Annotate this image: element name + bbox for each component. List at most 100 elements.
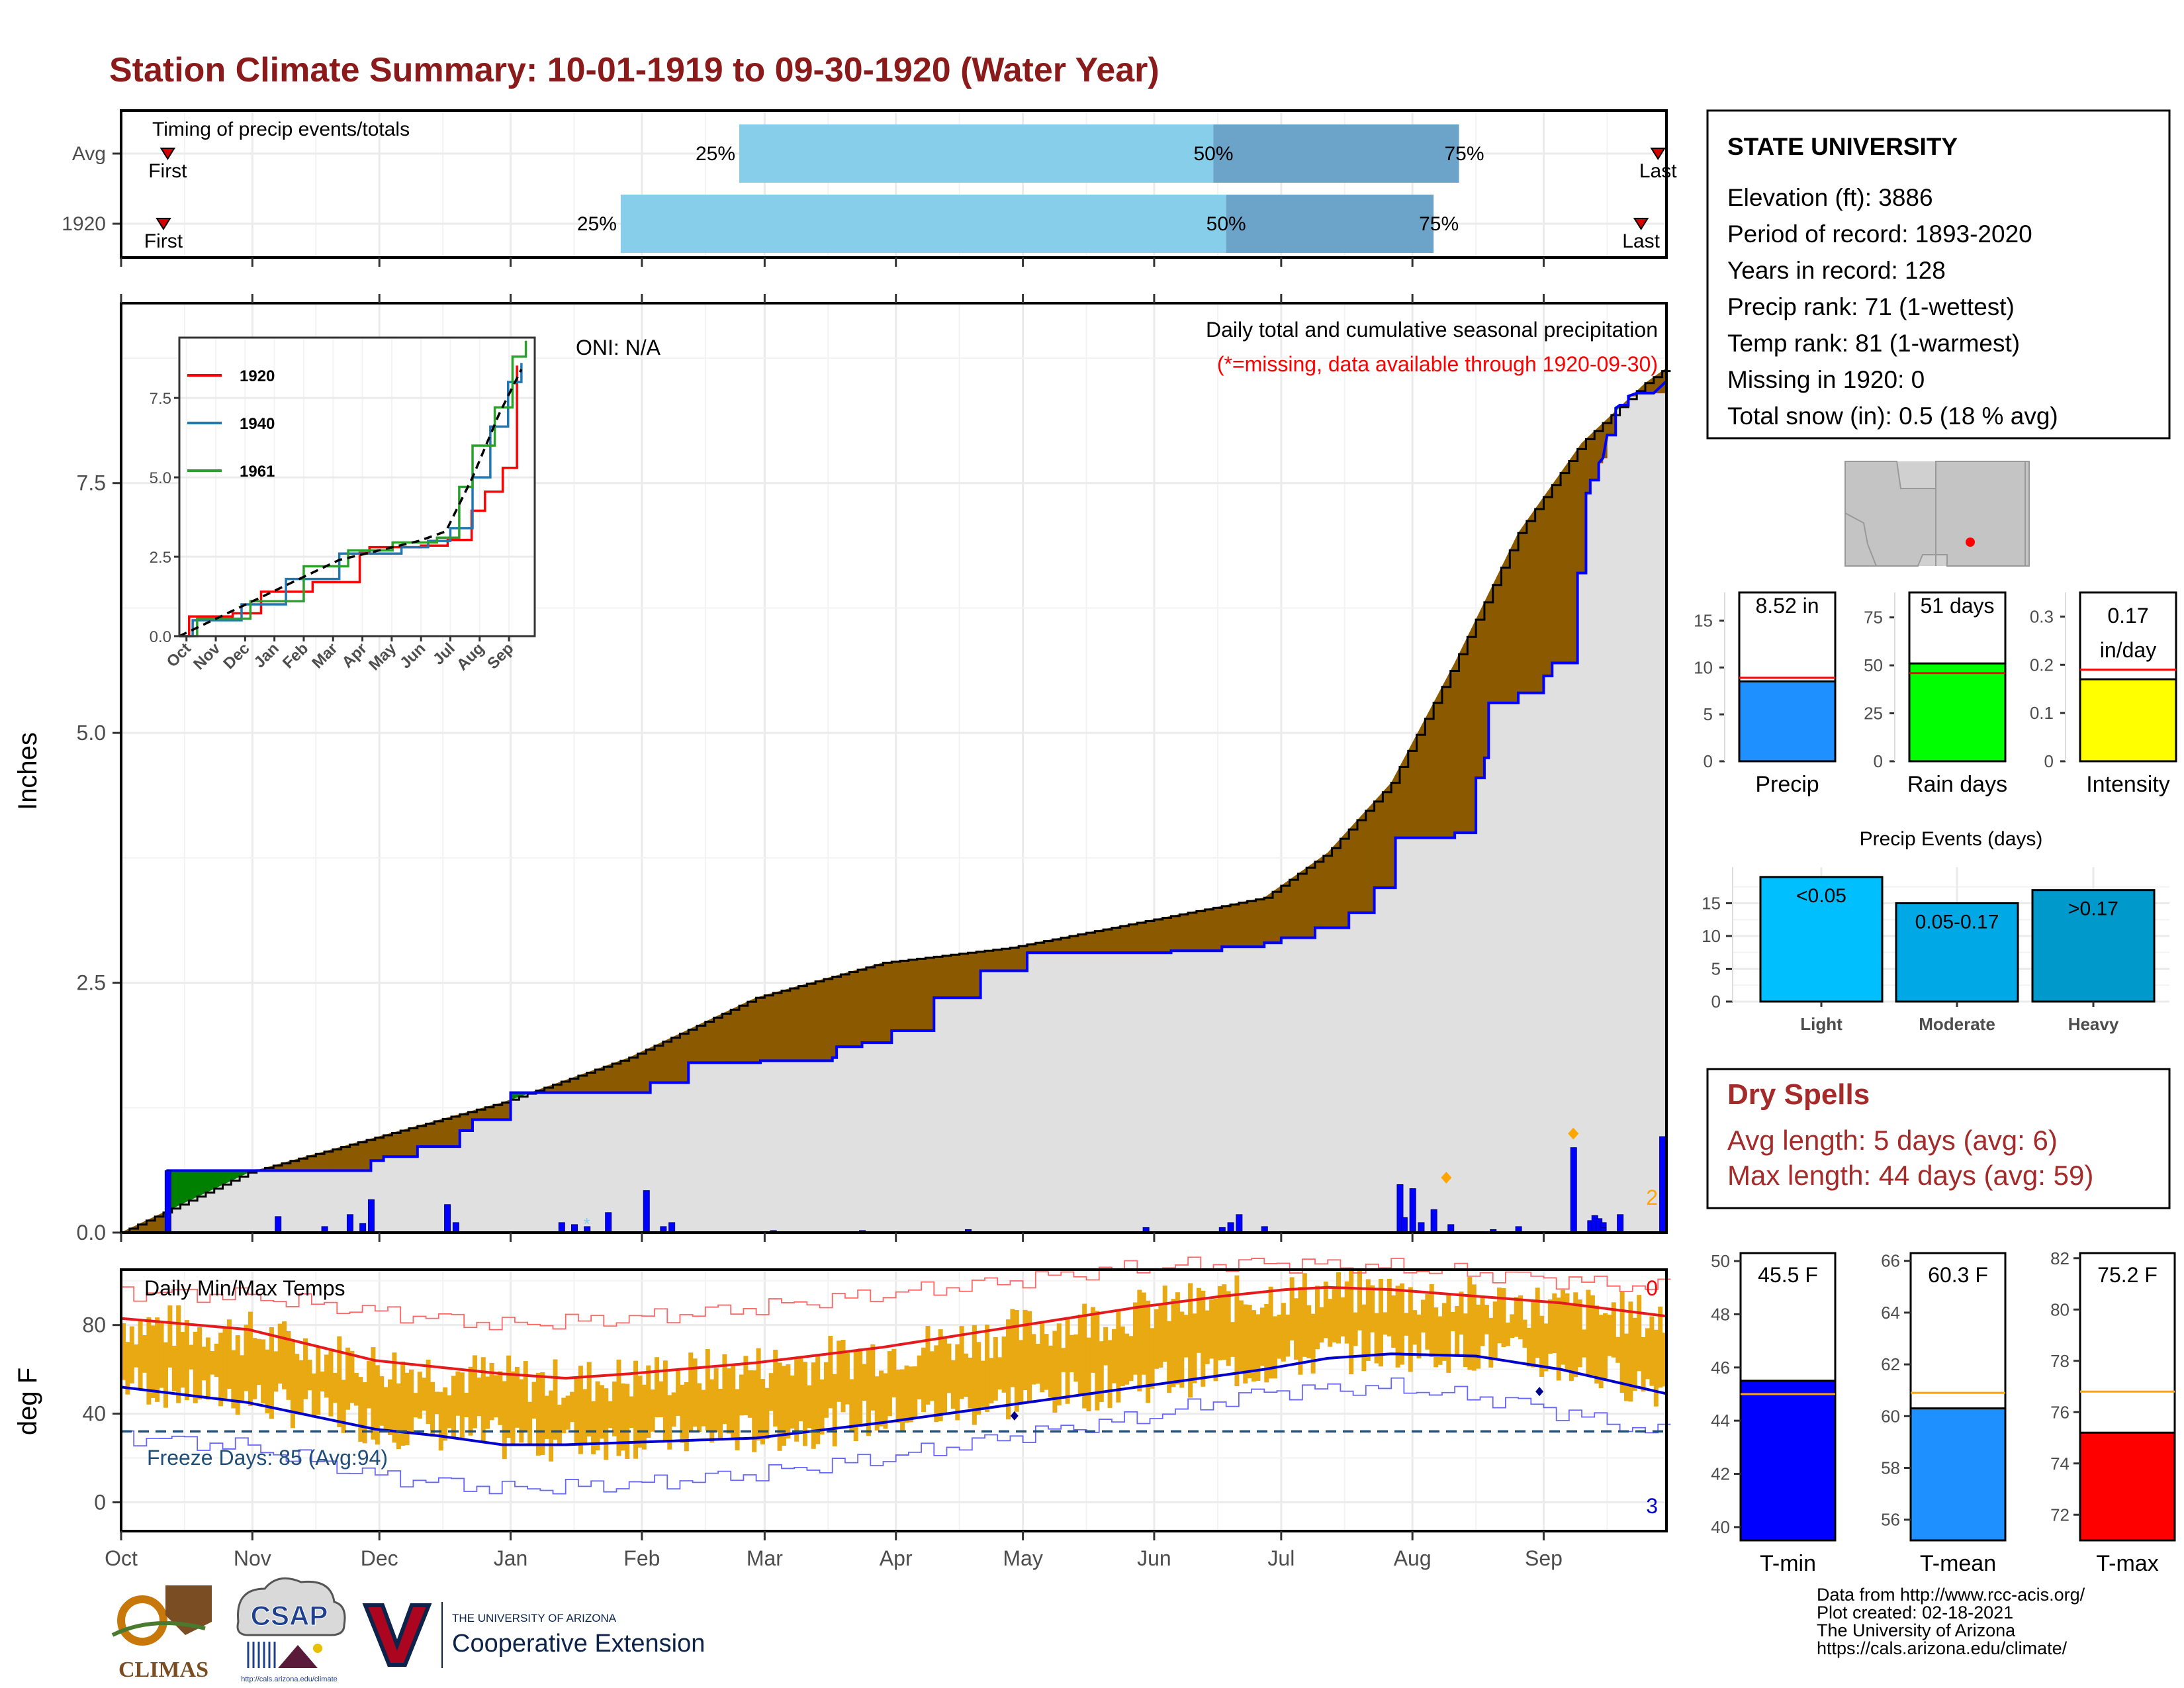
precip-departure-segment	[885, 962, 888, 1043]
precip-departure-segment	[1325, 852, 1328, 928]
event-bar-top-label: >0.17	[2068, 898, 2118, 920]
precip-departure-segment	[1206, 908, 1210, 951]
station-box-frame	[1706, 109, 2171, 440]
precip-departure-segment	[745, 1001, 749, 1063]
summary-bar-value-text: 51 days	[1920, 594, 1994, 618]
precip-departure-segment	[997, 949, 1000, 971]
daily-temp-range-bar	[324, 1354, 330, 1398]
precip-departure-segment	[680, 1032, 682, 1083]
daily-temp-range-bar	[197, 1327, 203, 1400]
daily-precip-bar	[359, 1223, 367, 1233]
daily-temp-range-bar	[205, 1337, 210, 1400]
precip-departure-segment	[775, 992, 778, 1061]
precip-departure-segment	[1577, 445, 1580, 573]
precip-departure-segment	[191, 1170, 194, 1200]
precip-departure-segment	[656, 1043, 659, 1083]
precip-departure-segment	[461, 1113, 465, 1131]
precip-departure-segment	[1310, 863, 1314, 938]
precip-departure-segment	[1150, 919, 1153, 953]
daily-temp-range-bar	[1120, 1326, 1125, 1387]
daily-temp-range-bar	[1281, 1303, 1286, 1362]
precip-departure-segment	[1208, 908, 1212, 951]
precip-departure-segment	[908, 959, 911, 1031]
summary-bar-label: Intensity	[2086, 772, 2170, 797]
precip-departure-segment	[919, 958, 922, 1031]
daily-temp-range-bar	[468, 1366, 473, 1436]
daily-temp-range-bar	[1429, 1284, 1434, 1357]
precip-departure-segment	[440, 1119, 443, 1147]
daily-temp-range-bar	[358, 1377, 363, 1442]
precip-departure-segment	[379, 1135, 382, 1161]
precip-departure-segment	[1181, 913, 1185, 951]
daily-temp-range-bar	[1420, 1299, 1426, 1333]
precip-departure-segment	[495, 1103, 498, 1120]
station-info-line: Years in record: 128	[1727, 257, 1946, 284]
precip-departure-segment	[1524, 520, 1527, 694]
precip-departure-segment	[1427, 710, 1430, 838]
daily-temp-range-bar	[477, 1378, 482, 1417]
precip-departure-segment	[659, 1042, 661, 1083]
daily-temp-range-bar	[1488, 1317, 1494, 1368]
daily-temp-range-bar	[1497, 1288, 1502, 1344]
precip-departure-segment	[948, 954, 952, 998]
precip-departure-segment	[1336, 840, 1339, 928]
precip-departure-segment	[1134, 922, 1138, 953]
precip-departure-segment	[881, 962, 884, 1043]
precip-departure-segment	[186, 1170, 189, 1202]
daily-temp-range-bar	[968, 1357, 973, 1409]
daily-temp-range-bar	[493, 1375, 498, 1418]
precip-departure-segment	[726, 1010, 729, 1063]
precip-departure-segment	[830, 976, 833, 1061]
precip-departure-segment	[959, 953, 962, 998]
precip-departure-segment	[825, 977, 829, 1061]
inset-legend-label: 1961	[240, 463, 275, 481]
freeze-days-label: Freeze Days: 85 (Avg:94)	[147, 1446, 388, 1470]
last-label: Last	[1639, 160, 1677, 182]
precip-departure-segment	[1530, 511, 1533, 694]
precip-departure-segment	[1240, 902, 1244, 947]
precip-departure-segment	[1340, 835, 1343, 928]
footer-line: Data from http://www.rcc-acis.org/	[1817, 1585, 2085, 1605]
daily-temp-range-bar	[146, 1317, 152, 1405]
daily-temp-range-bar	[747, 1370, 752, 1418]
precip-departure-segment	[950, 954, 954, 998]
daily-temp-range-bar	[1259, 1307, 1265, 1366]
precip-departure-segment	[1560, 469, 1563, 663]
temp-bar-y-tick-label: 56	[1881, 1510, 1900, 1530]
precip-departure-segment	[968, 952, 970, 998]
precip-departure-segment	[1145, 920, 1148, 953]
precip-departure-segment	[436, 1119, 439, 1147]
temp-bar-y-tick-label: 48	[1711, 1304, 1730, 1324]
daily-temp-range-bar	[1146, 1300, 1151, 1403]
daily-temp-range-bar	[1569, 1305, 1574, 1382]
precip-departure-segment	[724, 1011, 727, 1063]
precip-departure-segment	[1128, 923, 1132, 953]
daily-temp-range-bar	[604, 1388, 609, 1460]
precip-departure-segment	[1514, 537, 1517, 704]
daily-temp-range-bar	[790, 1375, 795, 1429]
temp-bar-label: T-max	[2096, 1551, 2158, 1576]
daily-temp-range-bar	[480, 1357, 486, 1441]
daily-temp-range-bar	[1001, 1336, 1007, 1393]
precip-departure-segment	[965, 952, 968, 998]
precip-departure-segment	[666, 1038, 670, 1083]
precip-departure-segment	[1369, 803, 1373, 914]
precip-departure-segment	[933, 956, 936, 998]
daily-temp-range-bar	[235, 1335, 240, 1415]
daily-temp-range-bar	[383, 1387, 388, 1432]
daily-precip-bar	[367, 1199, 375, 1233]
daily-temp-range-bar	[1658, 1306, 1663, 1388]
daily-temp-range-bar	[849, 1379, 854, 1431]
precip-departure-segment	[1649, 378, 1652, 394]
precip-departure-segment	[866, 966, 869, 1043]
precip-departure-segment	[1063, 937, 1066, 953]
precip-departure-segment	[849, 971, 852, 1047]
precip-departure-segment	[1510, 545, 1512, 704]
daily-temp-range-bar	[240, 1355, 245, 1401]
precip-departure-segment	[175, 1170, 179, 1207]
precip-departure-segment	[580, 1074, 583, 1093]
daily-temp-range-bar	[434, 1391, 439, 1415]
precip-departure-segment	[1261, 897, 1265, 947]
precip-departure-segment	[336, 1147, 340, 1171]
daily-temp-range-bar	[1565, 1293, 1570, 1370]
